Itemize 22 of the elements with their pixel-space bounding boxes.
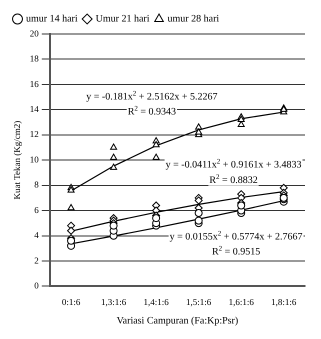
x-tick-label: 1,6:1:6 <box>228 296 254 307</box>
y-tick-label: 16 <box>30 78 40 89</box>
y-tick-label: 4 <box>34 230 40 240</box>
legend-label: Umur 21 hari <box>96 14 150 25</box>
legend-label: umur 14 hari <box>26 14 78 25</box>
y-tick-label: 2 <box>34 255 39 266</box>
x-tick-label: 1,8:1:6 <box>271 296 297 307</box>
x-axis-title: Variasi Campuran (Fa:Kp:Psr) <box>116 316 238 327</box>
y-tick-label: 12 <box>30 129 39 140</box>
y-tick-label: 18 <box>30 54 40 64</box>
x-tick-label: 1,4:1:6 <box>144 296 170 307</box>
y-tick-label: 0 <box>34 280 40 291</box>
x-tick-label: 1,5:1:6 <box>186 296 212 307</box>
y-tick-label: 14 <box>30 104 40 114</box>
y-tick-label: 20 <box>30 28 40 38</box>
legend-label: umur 28 hari <box>168 14 220 25</box>
y-tick-label: 10 <box>30 154 40 164</box>
y-tick-label: 8 <box>34 180 40 190</box>
y-tick-label: 6 <box>34 204 40 215</box>
y-axis-title: Kuat Tekan (Kg/cm2) <box>12 120 22 200</box>
x-tick-label: 0:1:6 <box>62 296 81 307</box>
x-tick-label: 1,3:1:6 <box>100 296 127 307</box>
